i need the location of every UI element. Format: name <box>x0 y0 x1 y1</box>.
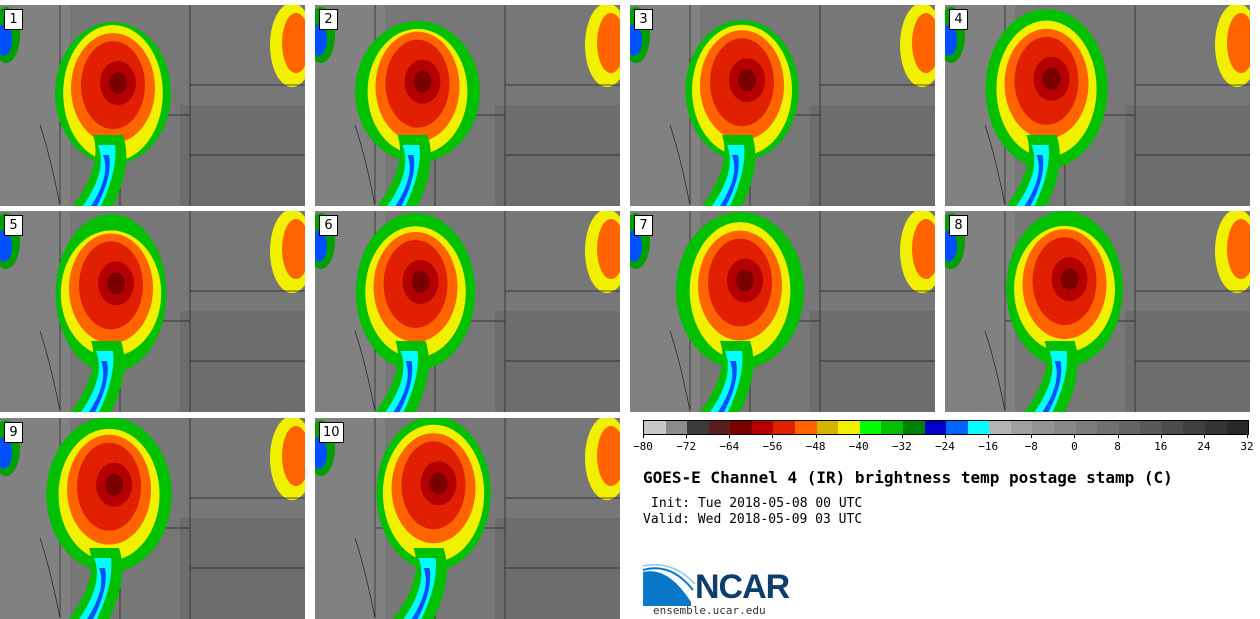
postage-stamp-panel: 3 <box>630 5 935 206</box>
colorbar-segment <box>859 421 882 434</box>
colorbar-tick-mark <box>1117 434 1119 438</box>
postage-stamp-panel: 5 <box>0 211 305 412</box>
colorbar-tick-label: −80 <box>633 440 653 453</box>
colorbar-segment <box>687 421 709 434</box>
panel-number: 9 <box>4 422 23 443</box>
colorbar-tick-label: −32 <box>891 440 912 453</box>
colorbar-tick-label: −40 <box>848 440 869 453</box>
panel-number: 4 <box>949 9 968 30</box>
colorbar-tick-label: 24 <box>1197 440 1211 453</box>
colorbar-tick-label: −16 <box>978 440 999 453</box>
colorbar-tick-mark <box>945 434 946 438</box>
panel-number: 1 <box>4 9 23 30</box>
postage-stamp-panel: 9 <box>0 418 305 619</box>
init-time: Init: Tue 2018-05-08 00 UTC <box>651 496 863 511</box>
colorbar-tick-mark <box>901 434 903 438</box>
colorbar-tick-mark <box>643 434 644 438</box>
colorbar-segment <box>773 421 796 434</box>
colorbar-segment <box>1205 421 1227 434</box>
colorbar-segment <box>1226 421 1249 434</box>
panel-number: 7 <box>634 215 653 236</box>
postage-stamp-panel: 7 <box>630 211 935 412</box>
postage-stamp-panel: 1 <box>0 5 305 206</box>
ir-map-image <box>315 418 620 619</box>
colorbar-tick-mark <box>1247 434 1248 438</box>
valid-time: Valid: Wed 2018-05-09 03 UTC <box>643 512 863 527</box>
colorbar-segment <box>751 421 774 434</box>
colorbar-tick-mark <box>729 434 731 438</box>
colorbar-tick-label: 16 <box>1154 440 1168 453</box>
colorbar-segment <box>795 421 817 434</box>
colorbar-tick-label: −48 <box>805 440 826 453</box>
colorbar-tick-label: −8 <box>1024 440 1038 453</box>
colorbar-tick-mark <box>1160 434 1162 438</box>
logo-url: ensemble.ucar.edu <box>653 604 766 617</box>
colorbar-segment <box>967 421 990 434</box>
colorbar-tick-mark <box>772 434 774 438</box>
colorbar-tick-mark <box>988 434 990 438</box>
ir-map-image <box>945 5 1250 206</box>
panel-number: 6 <box>319 215 338 236</box>
ncar-wordmark: NCAR <box>695 568 790 606</box>
colorbar-segment <box>838 421 860 434</box>
figure-title: GOES-E Channel 4 (IR) brightness temp po… <box>643 468 1173 487</box>
colorbar-segment <box>730 421 752 434</box>
ir-map-image <box>630 5 935 206</box>
colorbar-tick-label: −64 <box>719 440 740 453</box>
colorbar-segment <box>924 421 947 434</box>
colorbar-tick-mark <box>686 434 688 438</box>
panel-number: 8 <box>949 215 968 236</box>
colorbar-segment <box>1161 421 1184 434</box>
colorbar-segment <box>1118 421 1141 434</box>
colorbar-segment <box>665 421 688 434</box>
ir-map-image <box>630 211 935 412</box>
panel-number: 10 <box>319 422 344 443</box>
postage-stamp-panel: 4 <box>945 5 1250 206</box>
colorbar-segment <box>989 421 1011 434</box>
postage-stamp-panel: 6 <box>315 211 620 412</box>
colorbar-tick-label: −24 <box>935 440 955 453</box>
colorbar-tick-label: 8 <box>1114 440 1121 453</box>
temperature-colorbar <box>643 420 1249 435</box>
colorbar-tick-mark <box>1203 434 1205 438</box>
panel-number: 5 <box>4 215 23 236</box>
ir-map-image <box>0 5 305 206</box>
colorbar-segment <box>1075 421 1098 434</box>
colorbar-tick-label: −72 <box>676 440 697 453</box>
colorbar-segment <box>1010 421 1033 434</box>
postage-stamp-panel: 2 <box>315 5 620 206</box>
postage-stamp-panel: 10 <box>315 418 620 619</box>
colorbar-tick-label: 0 <box>1071 440 1078 453</box>
colorbar-segment <box>1183 421 1206 434</box>
colorbar-tick-mark <box>858 434 860 438</box>
colorbar-segment <box>1032 421 1054 434</box>
ir-map-image <box>945 211 1250 412</box>
colorbar-segment <box>902 421 925 434</box>
panel-number: 3 <box>634 9 653 30</box>
ncar-logo-icon <box>643 564 696 606</box>
colorbar-tick-mark <box>1031 434 1033 438</box>
panel-number: 2 <box>319 9 338 30</box>
ir-map-image <box>0 211 305 412</box>
colorbar-segment <box>1053 421 1076 434</box>
ir-map-image <box>315 211 620 412</box>
ir-map-image <box>0 418 305 619</box>
colorbar-segment <box>946 421 968 434</box>
colorbar-segment <box>644 421 666 434</box>
colorbar-segment <box>881 421 903 434</box>
postage-stamp-panel: 8 <box>945 211 1250 412</box>
colorbar-segment <box>1097 421 1119 434</box>
colorbar-tick-label: −56 <box>762 440 783 453</box>
colorbar-segment <box>708 421 731 434</box>
colorbar-tick-mark <box>815 434 817 438</box>
colorbar-segment <box>1140 421 1162 434</box>
colorbar-tick-label: 32 <box>1240 440 1254 453</box>
ir-map-image <box>315 5 620 206</box>
colorbar-segment <box>816 421 839 434</box>
colorbar-tick-mark <box>1074 434 1076 438</box>
